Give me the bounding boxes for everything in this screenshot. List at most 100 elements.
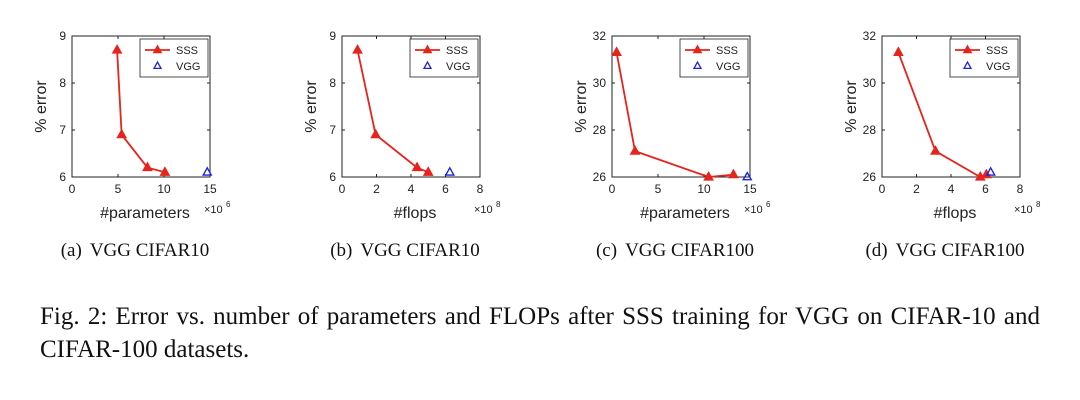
y-tick-label: 32	[593, 29, 607, 43]
legend-label-vgg: VGG	[446, 61, 470, 73]
x-axis-label: #parameters	[100, 205, 190, 222]
legend-swatch-vgg-marker	[152, 60, 163, 70]
legend: SSS VGG	[679, 38, 749, 78]
data-point-sss	[411, 161, 423, 172]
x-tick-label: 2	[913, 182, 920, 196]
x-tick-label: 10	[157, 182, 171, 196]
series-line-sss	[615, 52, 734, 178]
data-point-sss	[142, 161, 153, 172]
legend-label-sss: SSS	[986, 45, 1008, 57]
subcaption-d: (d) VGG CIFAR100	[810, 240, 1080, 262]
data-point-sss	[893, 46, 904, 57]
x-axis-label: #parameters	[640, 205, 730, 222]
x-tick-label: 5	[655, 182, 662, 196]
y-tick-label: 28	[863, 123, 877, 137]
x-tick-label: 10	[697, 182, 711, 196]
legend: SSS VGG	[949, 38, 1019, 78]
legend-label-sss: SSS	[176, 45, 198, 57]
y-axis-label: % error	[843, 80, 860, 133]
data-point-sss	[370, 128, 381, 139]
subcaption-text: VGG CIFAR10	[89, 240, 210, 261]
x-axis-multiplier: ×10	[744, 204, 763, 216]
data-point-vgg	[444, 166, 456, 176]
legend-box	[679, 38, 749, 78]
y-tick-label: 6	[329, 170, 336, 184]
chart-panel-b: 0 2 4 6 8 6 7 8 9 #flops% error ×10 8 SSS VGG (b) VGG …	[270, 0, 540, 290]
x-axis-exponent: 8	[496, 200, 501, 209]
x-tick-label: 6	[442, 182, 449, 196]
legend-swatch-sss-marker	[422, 44, 433, 54]
x-axis-exponent: 8	[1036, 200, 1041, 209]
legend-swatch-sss-marker	[962, 44, 973, 54]
data-point-sss	[111, 44, 123, 54]
x-axis-label: #flops	[394, 205, 437, 222]
plot-area	[611, 35, 751, 178]
y-axis-label: % error	[573, 80, 590, 133]
x-axis-multiplier: ×10	[204, 204, 223, 216]
legend-box	[949, 38, 1019, 78]
legend-label-vgg: VGG	[716, 61, 740, 73]
legend-swatch-vgg-marker	[692, 60, 703, 70]
subcaption-text: VGG CIFAR100	[625, 240, 755, 261]
x-tick-label: 4	[408, 182, 415, 196]
y-tick-label: 26	[593, 170, 607, 184]
legend-label-vgg: VGG	[986, 61, 1010, 73]
y-tick-label: 26	[863, 170, 877, 184]
x-tick-label: 0	[609, 182, 616, 196]
y-tick-label: 7	[329, 123, 336, 137]
x-axis-exponent: 6	[226, 200, 231, 209]
data-point-sss	[422, 166, 434, 176]
x-tick-label: 8	[477, 182, 484, 196]
y-tick-label: 28	[593, 123, 607, 137]
data-point-sss	[159, 166, 171, 176]
data-point-vgg	[202, 166, 213, 176]
y-tick-label: 9	[59, 29, 66, 43]
chart-c-svg: 0 5 10 15 26 28 30 32 #parameters % error ×10 6 SSS V…	[573, 29, 771, 222]
x-tick-label: 0	[339, 182, 346, 196]
x-axis-label: #flops	[934, 205, 977, 222]
x-tick-label: 0	[879, 182, 886, 196]
data-point-vgg	[742, 171, 753, 181]
chart-panel-c: 0 5 10 15 26 28 30 32 #parameters % error ×10 6 SSS V…	[540, 0, 810, 290]
figure-caption: Fig. 2: Error vs. number of parameters a…	[40, 303, 1040, 363]
data-point-sss	[703, 170, 714, 181]
y-tick-label: 7	[59, 123, 66, 137]
data-point-sss	[728, 168, 739, 179]
series-line-sss	[116, 50, 166, 174]
plot-area	[71, 35, 211, 178]
legend: SSS VGG	[139, 38, 209, 78]
chart-panel-d: 0 2 4 6 8 26 28 30 32 #flops% error ×10 8 SSS VGG (d)…	[810, 0, 1080, 290]
x-axis-exponent: 6	[766, 200, 771, 209]
data-point-sss	[629, 145, 641, 155]
series-line-sss	[356, 49, 429, 174]
subcaption-text: VGG CIFAR10	[360, 240, 480, 261]
x-tick-label: 8	[1017, 182, 1024, 196]
x-axis-multiplier: ×10	[1014, 204, 1033, 216]
x-tick-label: 15	[743, 182, 757, 196]
y-tick-label: 6	[59, 170, 66, 184]
x-axis-multiplier: ×10	[474, 204, 493, 216]
subcaption-a: (a) VGG CIFAR10	[0, 240, 270, 262]
legend-swatch-sss-marker	[152, 44, 163, 54]
subcaption-tag: (a)	[60, 240, 82, 261]
legend-label-sss: SSS	[446, 45, 468, 57]
y-tick-label: 30	[863, 76, 877, 90]
y-tick-label: 8	[59, 76, 66, 90]
legend: SSS VGG	[409, 38, 479, 78]
x-tick-label: 5	[115, 182, 122, 196]
subcaption-tag: (d)	[865, 240, 888, 261]
subcaption-b: (b) VGG CIFAR10	[270, 240, 540, 262]
y-tick-label: 30	[593, 76, 607, 90]
x-tick-label: 15	[203, 182, 217, 196]
y-axis-label: % error	[33, 80, 50, 133]
data-point-vgg	[985, 166, 996, 176]
subcaption-tag: (c)	[595, 240, 618, 261]
legend-swatch-vgg-marker	[962, 60, 973, 70]
y-tick-label: 32	[863, 29, 877, 43]
x-tick-label: 6	[982, 182, 989, 196]
data-point-sss	[611, 46, 622, 57]
x-tick-label: 2	[373, 182, 380, 196]
